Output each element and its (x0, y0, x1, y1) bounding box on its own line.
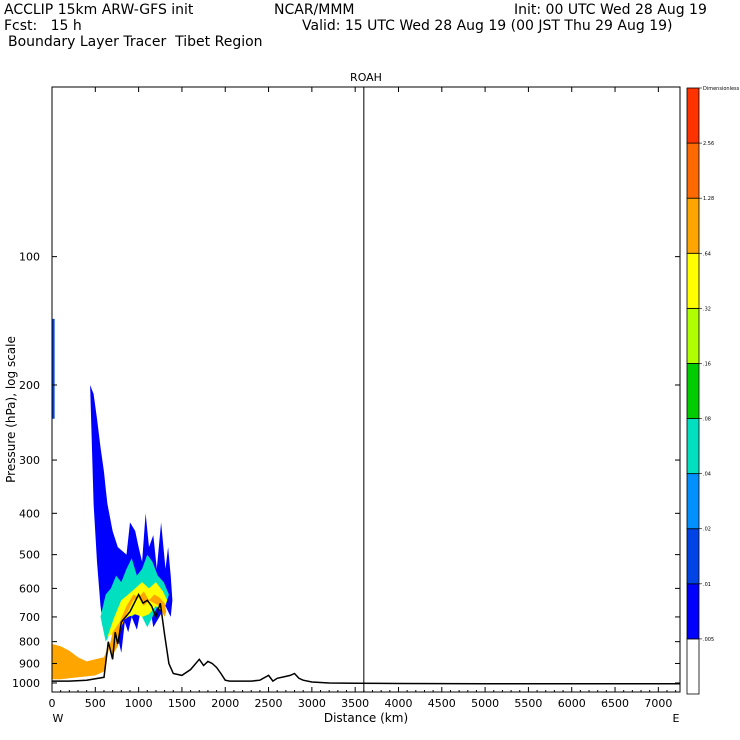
colorbar-label: .08 (703, 417, 711, 423)
colorbar-swatch (686, 87, 700, 144)
colorbar-label: .01 (703, 582, 711, 588)
x-tick-label: 500 (85, 697, 106, 710)
colorbar-label: .04 (703, 472, 711, 478)
colorbar-swatch (686, 473, 700, 530)
colorbar-label: Dimensionless (703, 86, 740, 92)
colorbar-swatch (686, 252, 700, 309)
x-tick-label: 0 (49, 697, 56, 710)
colorbar-swatch (686, 142, 700, 199)
x-axis-label: Distance (km) (324, 711, 408, 725)
tracer-region-1p28 (52, 591, 167, 680)
y-tick-label: 900 (19, 657, 40, 670)
east-end-label: E (673, 712, 680, 725)
header-init: Init: 00 UTC Wed 28 Aug 19 (514, 2, 707, 18)
tracer-region-p64 (107, 582, 168, 637)
y-tick-label: 800 (19, 636, 40, 649)
axes: ROAH 0 500 1000 1500 2000 2500 3000 3500 4000 4500… (4, 71, 681, 725)
header-valid: Valid: 15 UTC Wed 28 Aug 19 (00 JST Thu … (302, 18, 673, 34)
y-tick-label: 200 (19, 379, 40, 392)
y-tick-label: 600 (19, 582, 40, 595)
y-tick-label: 100 (19, 251, 40, 264)
x-tick-label: 4500 (428, 697, 456, 710)
y-tick-label: 300 (19, 454, 40, 467)
x-tick-label: 7000 (644, 697, 672, 710)
colorbar-swatch (686, 418, 700, 475)
x-tick-label: 3000 (298, 697, 326, 710)
header-org: NCAR/MMM (274, 2, 355, 18)
colorbar-label: .32 (703, 306, 711, 312)
y-tick-label: 500 (19, 549, 40, 562)
colorbar-swatch (686, 197, 700, 254)
colorbar-swatch (686, 307, 700, 364)
colorbar-label: 2.56 (703, 141, 714, 147)
colorbar-swatch (686, 363, 700, 419)
colorbar: .005 .01 .02 .04 .08 .16 .32 .64 1.28 2.56 Dimensi… (686, 86, 740, 695)
terrain-line (52, 592, 680, 685)
header-model: ACCLIP 15km ARW-GFS init (4, 2, 194, 18)
colorbar-swatch (686, 583, 700, 640)
y-tick-label: 700 (19, 611, 40, 624)
colorbar-label: .005 (703, 637, 714, 643)
x-tick-label: 6000 (558, 697, 586, 710)
plot-area (52, 87, 680, 692)
tracer-left-edge-band (52, 318, 55, 419)
header-product: Boundary Layer Tracer Tibet Region (8, 34, 263, 50)
x-tick-label: 2500 (255, 697, 283, 710)
y-tick-label: 1000 (12, 677, 40, 690)
colorbar-swatch (686, 638, 700, 695)
header-fcst: Fcst: 15 h (4, 18, 82, 34)
x-tick-label: 6500 (601, 697, 629, 710)
y-axis-label: Pressure (hPa), log scale (4, 336, 18, 483)
colorbar-label: 1.28 (703, 196, 714, 202)
x-tick-label: 3500 (341, 697, 369, 710)
west-end-label: W (53, 712, 64, 725)
colorbar-swatch (686, 528, 700, 585)
x-tick-label: 2000 (211, 697, 239, 710)
x-tick-label: 4000 (384, 697, 412, 710)
y-tick-label: 400 (19, 507, 40, 520)
x-tick-label: 1000 (125, 697, 153, 710)
colorbar-label: .64 (703, 251, 711, 257)
plot-frame (51, 86, 681, 693)
colorbar-label: .02 (703, 527, 711, 533)
x-tick-label: 5500 (514, 697, 542, 710)
colorbar-label: .16 (703, 361, 711, 367)
chart-title: ROAH (350, 71, 382, 84)
x-tick-label: 1500 (168, 697, 196, 710)
x-tick-label: 5000 (471, 697, 499, 710)
